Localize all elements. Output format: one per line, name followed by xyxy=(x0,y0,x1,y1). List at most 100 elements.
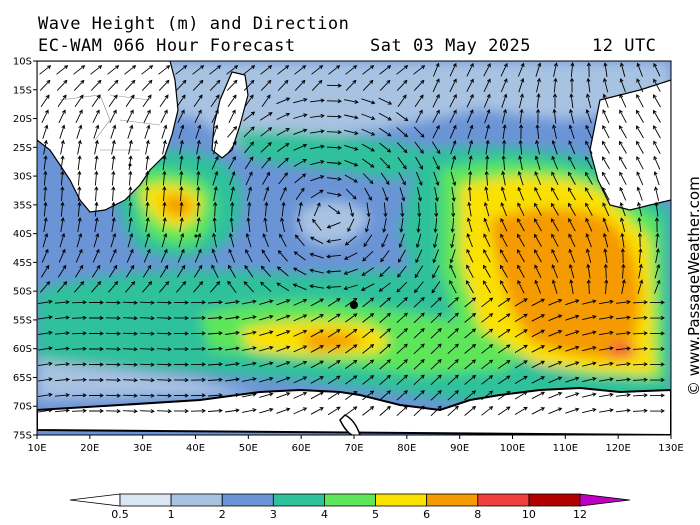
wave-arrow xyxy=(212,124,219,139)
wave-arrow xyxy=(91,280,102,293)
wave-arrow xyxy=(534,155,541,170)
wave-arrow xyxy=(207,300,223,305)
wave-arrow xyxy=(107,79,119,91)
wave-arrow xyxy=(105,378,121,383)
wave-arrow xyxy=(500,280,508,294)
wave-arrow xyxy=(311,65,324,75)
wave-arrow xyxy=(535,139,540,155)
colorbar-label: 12 xyxy=(573,508,587,521)
wave-arrow xyxy=(77,170,82,186)
wave-arrow xyxy=(536,93,541,109)
wave-arrow xyxy=(145,155,150,170)
wave-arrow xyxy=(178,124,185,139)
wave-arrow xyxy=(243,281,255,293)
wave-arrow xyxy=(397,94,407,108)
wave-arrow xyxy=(292,283,307,291)
wave-arrow xyxy=(89,362,104,367)
wave-arrow xyxy=(293,298,308,306)
wave-arrow xyxy=(582,392,597,398)
wave-arrow xyxy=(582,361,597,367)
wave-arrow xyxy=(483,280,491,294)
wave-arrow xyxy=(551,155,559,170)
wave-arrow xyxy=(310,314,324,322)
wave-arrow xyxy=(311,79,323,91)
lon-tick-label: 30E xyxy=(133,443,152,454)
wave-arrow xyxy=(38,346,53,351)
wave-arrow xyxy=(74,280,85,293)
wave-arrow xyxy=(514,391,528,400)
wave-arrow xyxy=(364,218,371,233)
wave-arrow xyxy=(242,377,257,382)
wave-arrow xyxy=(159,264,169,278)
wave-arrow xyxy=(59,124,66,139)
wave-arrow xyxy=(128,139,133,155)
wave-arrow xyxy=(413,79,425,91)
wave-arrow xyxy=(466,78,474,92)
wave-arrow xyxy=(326,176,342,182)
wave-arrow xyxy=(75,109,83,123)
wave-arrow xyxy=(615,377,631,382)
wave-arrow xyxy=(343,268,358,275)
wave-arrow xyxy=(277,65,290,75)
wave-arrow xyxy=(603,248,608,263)
colorbar-segment xyxy=(119,493,172,507)
wave-arrow xyxy=(326,83,342,88)
wave-arrow xyxy=(553,77,558,93)
wave-arrow xyxy=(139,316,155,321)
wave-arrow xyxy=(228,248,236,263)
wave-arrow xyxy=(551,202,559,216)
wave-arrow xyxy=(211,264,219,278)
wave-arrow xyxy=(649,377,665,382)
wave-arrow xyxy=(548,329,563,337)
wave-arrow xyxy=(310,329,324,338)
wave-arrow xyxy=(260,65,273,75)
wave-arrow xyxy=(122,393,138,398)
wave-arrow xyxy=(71,362,87,367)
wave-arrow xyxy=(344,114,359,120)
wave-arrow xyxy=(362,359,375,370)
wave-arrow xyxy=(43,155,48,170)
wave-arrow xyxy=(649,331,665,336)
wave-arrow xyxy=(653,62,661,77)
wave-arrow xyxy=(619,217,626,232)
wave-arrow xyxy=(400,202,405,218)
wave-arrow xyxy=(548,345,563,353)
wave-arrow xyxy=(38,315,53,320)
wave-arrow xyxy=(484,124,491,139)
wave-arrow xyxy=(105,347,121,352)
wave-arrow xyxy=(295,187,305,200)
wave-arrow xyxy=(156,409,172,414)
wave-arrow xyxy=(602,93,609,108)
wave-arrow xyxy=(139,362,155,367)
wave-arrow xyxy=(158,65,171,75)
wave-arrow xyxy=(345,359,358,369)
wave-arrow xyxy=(582,299,597,305)
lat-tick-label: 10S xyxy=(13,57,32,68)
wave-arrow xyxy=(159,94,169,108)
wave-arrow xyxy=(551,171,559,185)
wave-arrow xyxy=(345,297,358,307)
wave-arrow xyxy=(649,300,665,305)
wave-arrow xyxy=(190,331,206,336)
wave-arrow xyxy=(245,248,253,263)
wave-arrow xyxy=(585,156,593,170)
wave-arrow xyxy=(468,155,473,170)
wave-arrow xyxy=(54,315,70,320)
wave-arrow xyxy=(345,390,358,400)
wave-arrow xyxy=(413,405,425,417)
wave-arrow xyxy=(379,297,392,308)
wave-arrow xyxy=(156,331,172,336)
wave-arrow xyxy=(379,312,392,323)
lon-tick-label: 100E xyxy=(500,443,525,454)
wave-arrow xyxy=(54,393,70,398)
wave-arrow xyxy=(54,331,70,336)
wave-arrow xyxy=(413,297,425,308)
lat-tick-label: 40S xyxy=(13,229,32,240)
wave-arrow xyxy=(42,232,49,248)
wave-arrow xyxy=(71,408,87,413)
wave-arrow xyxy=(327,406,341,416)
wave-arrow xyxy=(310,144,325,150)
wave-arrow xyxy=(361,98,376,105)
kerguelen-island xyxy=(350,301,358,309)
wave-arrow xyxy=(139,378,155,383)
